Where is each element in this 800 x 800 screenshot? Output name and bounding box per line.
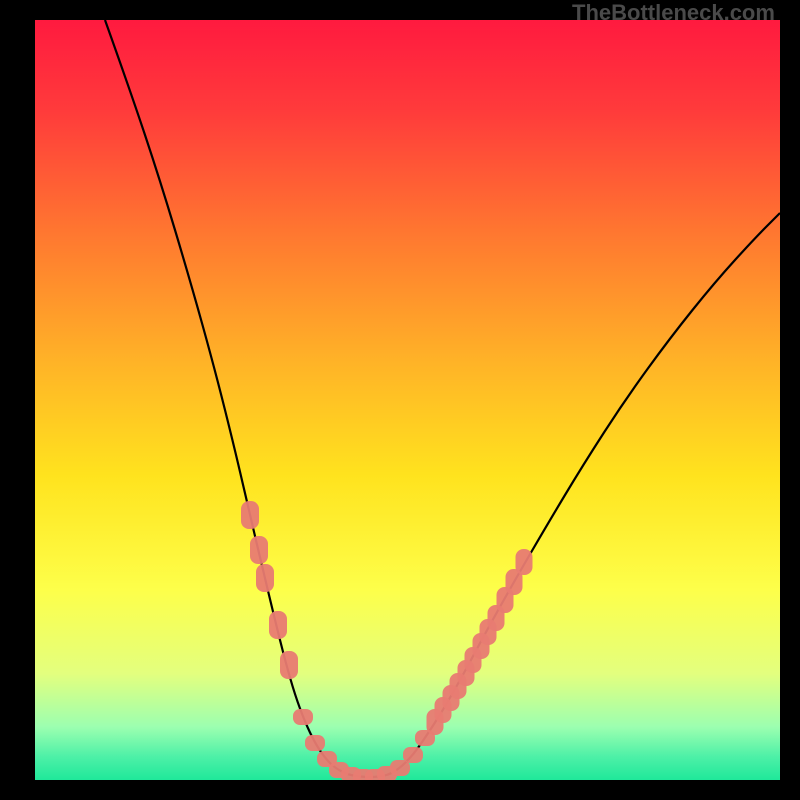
curve-layer	[35, 20, 780, 780]
left-marker	[269, 611, 287, 639]
left-marker	[256, 564, 274, 592]
trough-marker	[305, 735, 325, 751]
watermark-text: TheBottleneck.com	[572, 0, 775, 26]
right-marker	[516, 549, 533, 575]
left-marker	[280, 651, 298, 679]
plot-area	[35, 20, 780, 780]
left-marker	[241, 501, 259, 529]
trough-marker	[403, 747, 423, 763]
trough-marker	[293, 709, 313, 725]
trough-marker	[390, 760, 410, 776]
bottleneck-curve	[105, 20, 780, 777]
left-marker	[250, 536, 268, 564]
